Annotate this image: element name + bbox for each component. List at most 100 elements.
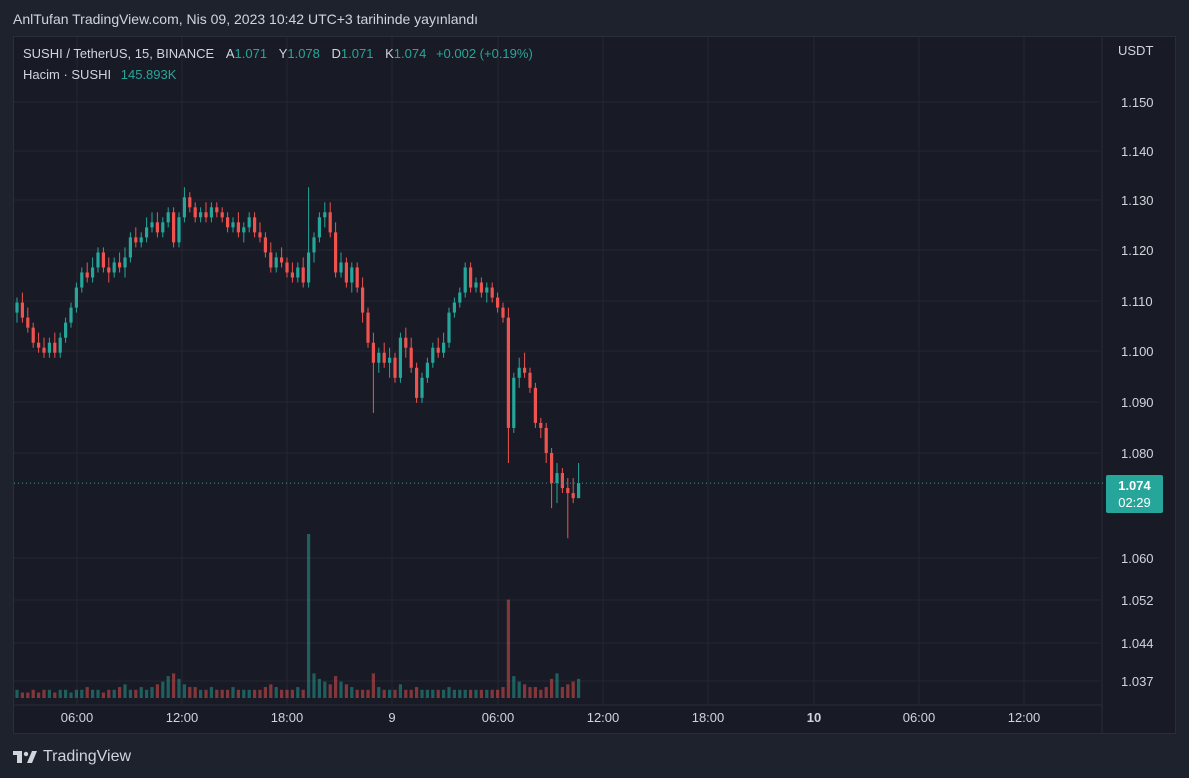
candle-body — [91, 267, 95, 278]
volume-label[interactable]: Hacim · SUSHI — [23, 67, 112, 82]
x-tick-label: 12:00 — [166, 710, 199, 725]
candle-body — [166, 212, 170, 223]
low-label: D — [331, 46, 341, 61]
volume-bar — [182, 684, 186, 698]
candle-body — [37, 342, 41, 348]
volume-bar — [485, 689, 489, 698]
x-tick-label: 12:00 — [1008, 710, 1041, 725]
volume-bar — [539, 689, 543, 698]
candle-body — [96, 252, 100, 268]
volume-value: 145.893K — [120, 67, 177, 82]
candle-body — [301, 267, 305, 283]
volume-bar — [26, 692, 30, 698]
x-tick-label: 06:00 — [903, 710, 936, 725]
candle-body — [177, 217, 181, 243]
candle-body — [182, 197, 186, 218]
y-tick-label: 1.044 — [1121, 636, 1154, 651]
bar-countdown: 02:29 — [1118, 495, 1151, 510]
volume-bar — [323, 681, 327, 698]
candle-body — [20, 302, 24, 318]
volume-bar — [226, 689, 230, 698]
volume-bar — [366, 689, 370, 698]
volume-bar — [80, 689, 84, 698]
candle-body — [323, 212, 327, 218]
volume-bar — [177, 678, 181, 698]
volume-bar — [172, 673, 176, 698]
candle-body — [458, 292, 462, 303]
volume-bar — [231, 687, 235, 698]
volume-bar — [442, 689, 446, 698]
volume-bar — [436, 689, 440, 698]
volume-bar — [258, 689, 262, 698]
candle-body — [85, 272, 89, 278]
volume-bar — [53, 692, 57, 698]
y-tick-label: 1.052 — [1121, 593, 1154, 608]
candle-body — [566, 488, 570, 494]
volume-bar — [496, 689, 500, 698]
candle-body — [64, 322, 68, 338]
candle-body — [253, 217, 257, 233]
candle-body — [204, 212, 208, 218]
volume-bar — [96, 689, 100, 698]
chart-frame[interactable] — [13, 36, 1176, 734]
y-tick-label: 1.140 — [1121, 144, 1154, 159]
volume-bar — [388, 689, 392, 698]
volume-bar — [458, 689, 462, 698]
candle-body — [328, 212, 332, 233]
publish-info: AnlTufan TradingView.com, Nis 09, 2023 1… — [13, 11, 478, 27]
candle-body — [355, 267, 359, 288]
candle-body — [533, 387, 537, 423]
footer-brand[interactable]: TradingView — [13, 746, 131, 768]
candle-body — [118, 262, 122, 268]
candle-body — [560, 473, 564, 489]
candle-body — [431, 347, 435, 363]
candle-body — [361, 287, 365, 313]
candle-body — [420, 377, 424, 398]
candle-body — [528, 372, 532, 388]
volume-bar — [161, 681, 165, 698]
volume-bar — [209, 687, 213, 698]
volume-bar — [517, 681, 521, 698]
volume-bar — [285, 689, 289, 698]
candle-body — [571, 493, 575, 499]
x-tick-label: 9 — [388, 710, 395, 725]
low-value: 1.071 — [340, 46, 374, 61]
candle-body — [425, 362, 429, 378]
volume-bar — [350, 687, 354, 698]
high-value: 1.078 — [287, 46, 320, 61]
volume-bar — [301, 689, 305, 698]
candle-body — [161, 222, 165, 233]
x-tick-label: 18:00 — [692, 710, 725, 725]
candle-body — [388, 357, 392, 363]
candle-body — [544, 427, 548, 453]
volume-bar — [204, 689, 208, 698]
candle-body — [258, 232, 262, 238]
candle-body — [436, 347, 440, 353]
y-tick-label: 1.150 — [1121, 95, 1154, 110]
volume-bar — [242, 689, 246, 698]
candle-body — [42, 347, 46, 353]
candle-body — [150, 222, 154, 228]
volume-bar — [47, 689, 51, 698]
volume-bar — [560, 687, 564, 698]
y-tick-label: 1.037 — [1121, 674, 1154, 689]
candle-body — [269, 252, 273, 268]
volume-bar — [425, 689, 429, 698]
x-tick-label: 10 — [807, 710, 821, 725]
candle-body — [307, 252, 311, 283]
candle-body — [485, 287, 489, 293]
candle-body — [577, 483, 581, 499]
candle-body — [550, 453, 554, 484]
candle-body — [231, 222, 235, 228]
symbol-label[interactable]: SUSHI / TetherUS, 15, BINANCE — [23, 46, 215, 61]
candle-body — [339, 262, 343, 273]
tradingview-logo-icon — [13, 751, 37, 763]
volume-bar — [253, 689, 257, 698]
volume-bar — [193, 687, 197, 698]
volume-bar — [139, 687, 143, 698]
candle-body — [517, 367, 521, 378]
volume-bar — [377, 687, 381, 698]
high-label: Y — [278, 46, 288, 61]
candle-body — [139, 237, 143, 243]
